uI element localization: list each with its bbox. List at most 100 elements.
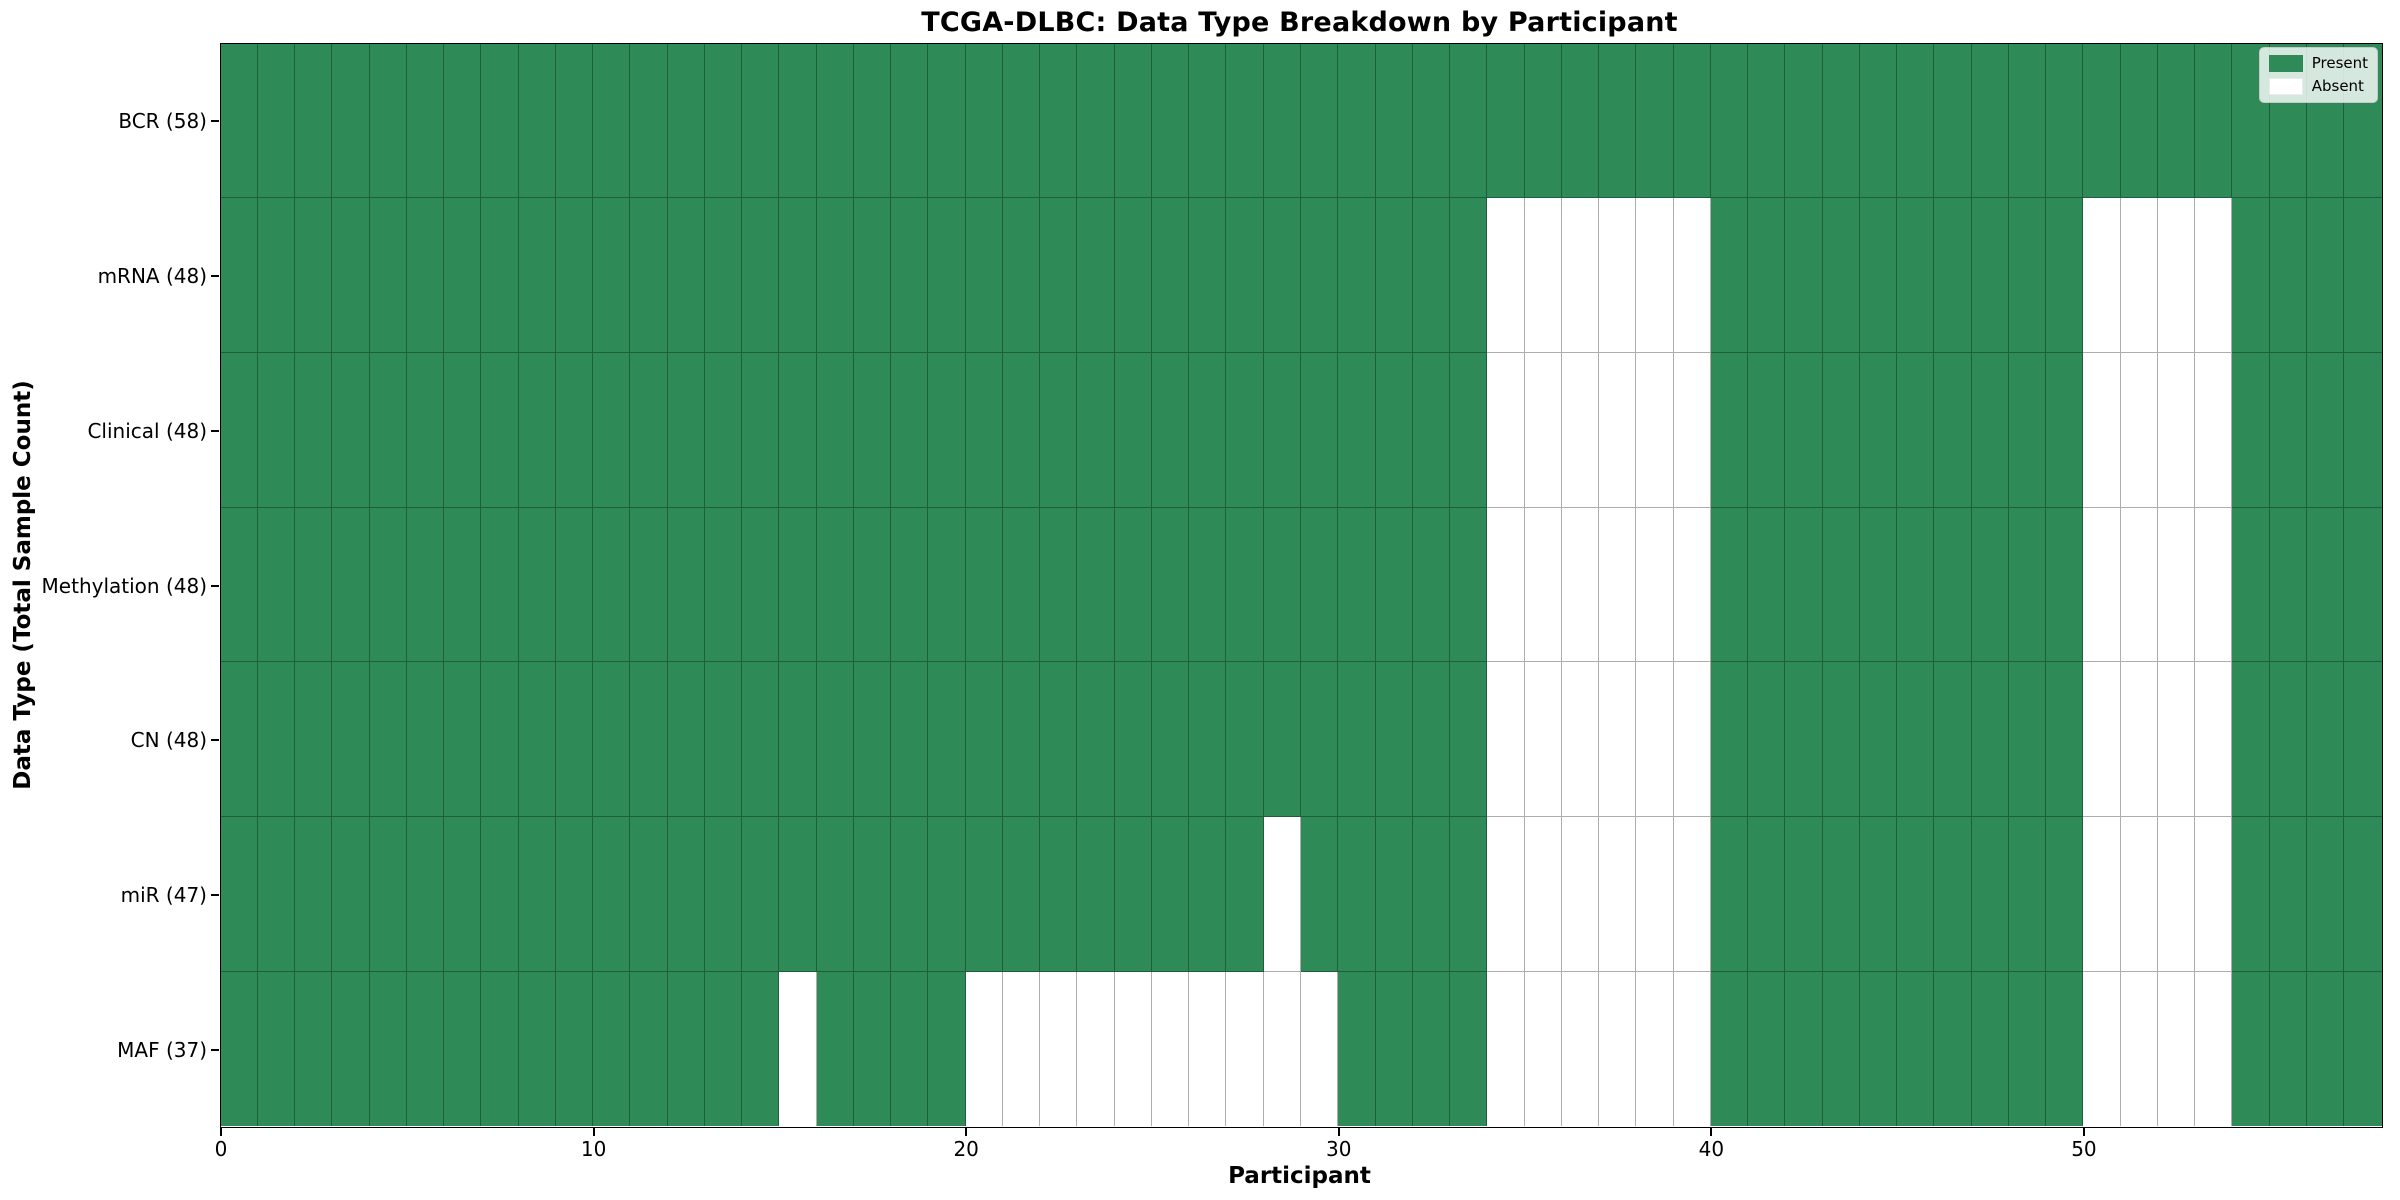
heatmap-cell: [742, 971, 780, 1127]
heatmap-cell: [2046, 971, 2084, 1127]
heatmap-cell: [555, 352, 594, 508]
heatmap-cell: [1748, 43, 1786, 199]
heatmap-cell: [742, 662, 780, 818]
heatmap-cell: [2157, 198, 2196, 353]
heatmap-cell: [704, 817, 743, 972]
heatmap-cell: [1934, 352, 1972, 508]
heatmap-cell: [1673, 662, 1711, 818]
heatmap-cell: [816, 817, 854, 972]
heatmap-cell: [2344, 507, 2382, 663]
heatmap-cell: [1487, 198, 1525, 353]
heatmap-cell: [1375, 971, 1413, 1127]
heatmap-cell: [2046, 352, 2084, 508]
heatmap-cell: [742, 817, 780, 972]
heatmap-cell: [1636, 817, 1674, 972]
heatmap-cell: [1859, 817, 1898, 972]
heatmap-cell: [1151, 43, 1190, 199]
heatmap-cell: [1673, 817, 1711, 972]
heatmap-cell: [2083, 971, 2121, 1127]
heatmap-cell: [1934, 43, 1972, 199]
heatmap-cell: [1450, 43, 1488, 199]
heatmap-cell: [2008, 817, 2047, 972]
heatmap-cell: [555, 817, 594, 972]
heatmap-cell: [1487, 971, 1525, 1127]
heatmap-cell: [1338, 507, 1376, 663]
heatmap-cell: [928, 817, 966, 972]
heatmap-cell: [1189, 43, 1227, 199]
legend-item: Absent: [2268, 78, 2368, 95]
heatmap-cell: [1263, 198, 1301, 353]
heatmap-cell: [2269, 817, 2307, 972]
heatmap-cell: [1226, 662, 1264, 818]
heatmap-cell: [1263, 43, 1301, 199]
heatmap-cell: [257, 507, 296, 663]
x-tick-mark: [1337, 1128, 1340, 1136]
heatmap-cell: [1524, 507, 1562, 663]
heatmap-cell: [406, 352, 445, 508]
heatmap-cell: [2269, 971, 2307, 1127]
heatmap-cell: [1934, 507, 1972, 663]
heatmap-cell: [2344, 817, 2382, 972]
y-tick-label: MAF (37): [117, 1037, 207, 1062]
heatmap-cell: [779, 662, 817, 818]
heatmap-cell: [2195, 817, 2233, 972]
heatmap-cell: [295, 662, 333, 818]
heatmap-cell: [965, 43, 1003, 199]
heatmap-cell: [2269, 662, 2307, 818]
heatmap-cell: [220, 507, 258, 663]
heatmap-cell: [853, 971, 892, 1127]
heatmap-cell: [1412, 43, 1451, 199]
heatmap-cell: [1859, 352, 1898, 508]
heatmap-cell: [593, 198, 631, 353]
heatmap-cell: [816, 662, 854, 818]
heatmap-cell: [1673, 198, 1711, 353]
heatmap-cell: [2120, 352, 2158, 508]
heatmap-cell: [593, 507, 631, 663]
heatmap-cell: [1487, 352, 1525, 508]
heatmap-cell: [1151, 971, 1190, 1127]
heatmap-cell: [518, 198, 556, 353]
heatmap-cell: [1338, 971, 1376, 1127]
heatmap-cell: [667, 971, 705, 1127]
heatmap-cell: [1599, 43, 1637, 199]
x-tick-label: 0: [214, 1137, 228, 1161]
heatmap-cell: [1859, 43, 1898, 199]
heatmap-cell: [2157, 662, 2196, 818]
heatmap-cell: [1748, 507, 1786, 663]
x-axis-label: Participant: [1228, 1163, 1371, 1189]
heatmap-cell: [1189, 198, 1227, 353]
heatmap-cell: [2195, 662, 2233, 818]
heatmap-cell: [667, 817, 705, 972]
chart-title: TCGA-DLBC: Data Type Breakdown by Partic…: [921, 7, 1678, 38]
legend-label: Present: [2311, 54, 2368, 72]
heatmap-cell: [1710, 971, 1749, 1127]
heatmap-cell: [257, 198, 296, 353]
heatmap-cell: [2120, 971, 2158, 1127]
heatmap-cell: [704, 507, 743, 663]
heatmap-cell: [1524, 817, 1562, 972]
x-tick-label: 10: [580, 1137, 607, 1161]
heatmap-cell: [220, 662, 258, 818]
heatmap-cell: [555, 507, 594, 663]
heatmap-cell: [891, 198, 929, 353]
heatmap-cell: [1301, 507, 1339, 663]
heatmap-cell: [369, 352, 407, 508]
heatmap-cell: [1636, 43, 1674, 199]
heatmap-cell: [2008, 198, 2047, 353]
heatmap-cell: [2344, 352, 2382, 508]
heatmap-cell: [593, 352, 631, 508]
heatmap-cell: [1151, 817, 1190, 972]
heatmap-cell: [2344, 971, 2382, 1127]
y-tick-mark: [211, 275, 219, 278]
heatmap-cell: [1263, 352, 1301, 508]
heatmap-cell: [444, 352, 482, 508]
heatmap-cell: [2232, 352, 2270, 508]
heatmap-cell: [555, 662, 594, 818]
heatmap-cell: [667, 352, 705, 508]
heatmap-cell: [630, 662, 668, 818]
x-tick-label: 20: [953, 1137, 979, 1161]
heatmap-cell: [1897, 198, 1935, 353]
x-tick-mark: [965, 1128, 968, 1136]
heatmap-cell: [1375, 817, 1413, 972]
heatmap-cell: [1226, 352, 1264, 508]
